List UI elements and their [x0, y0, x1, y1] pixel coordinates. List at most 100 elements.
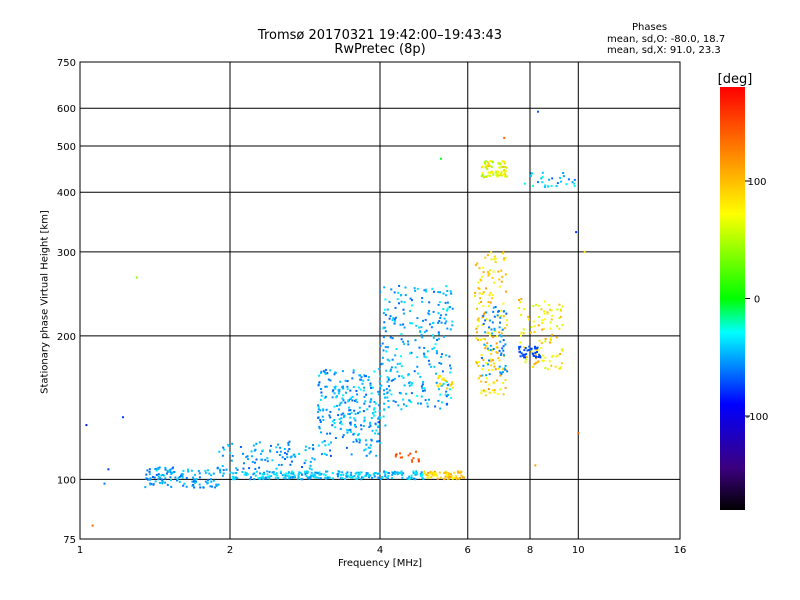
data-point [530, 331, 532, 334]
data-point [482, 364, 485, 367]
data-point [481, 374, 484, 377]
data-point [501, 252, 504, 255]
data-point [388, 317, 391, 320]
data-point [356, 401, 359, 404]
data-point [416, 472, 418, 475]
data-point [204, 469, 207, 472]
data-point [396, 298, 399, 301]
data-point [491, 368, 494, 371]
data-point [530, 172, 533, 175]
data-point [331, 420, 334, 423]
data-point [500, 269, 503, 272]
data-point [541, 322, 544, 324]
data-point [497, 170, 500, 173]
data-point [235, 467, 237, 470]
data-point [324, 395, 327, 398]
data-point [484, 331, 487, 334]
data-point [477, 338, 479, 341]
data-point [575, 231, 578, 234]
data-point [285, 453, 288, 456]
data-point [442, 478, 445, 481]
data-point [475, 337, 478, 340]
data-point [299, 471, 302, 474]
data-point [567, 178, 570, 181]
data-point [495, 342, 498, 345]
data-point [318, 427, 321, 430]
data-point [544, 356, 547, 359]
data-point [394, 455, 397, 458]
data-point [355, 389, 358, 392]
data-point [152, 483, 155, 485]
data-point [368, 426, 371, 428]
data-point [383, 321, 386, 324]
data-point [489, 301, 492, 304]
data-point [476, 362, 478, 365]
data-point [444, 313, 447, 316]
data-point [328, 476, 331, 479]
data-point [453, 477, 456, 480]
data-point [362, 476, 365, 479]
data-point [535, 347, 538, 350]
data-point [369, 399, 372, 402]
data-point [488, 359, 491, 362]
data-point [449, 328, 452, 331]
data-point [487, 171, 490, 174]
data-point [329, 379, 332, 382]
data-point [433, 290, 435, 293]
data-point [446, 290, 449, 292]
data-point [489, 291, 492, 294]
colorbar [720, 87, 745, 510]
data-point [524, 347, 527, 349]
data-point [544, 318, 547, 321]
data-point [573, 178, 576, 181]
data-point [423, 470, 426, 473]
data-point [428, 313, 431, 316]
data-point [376, 440, 379, 443]
data-point [483, 338, 486, 341]
data-point [499, 388, 502, 391]
data-point [247, 458, 249, 461]
data-point [439, 314, 442, 317]
data-point [493, 362, 496, 365]
data-point [428, 477, 431, 479]
data-point [166, 483, 169, 486]
data-point [386, 380, 389, 383]
data-point [377, 421, 380, 424]
data-point [487, 272, 490, 275]
data-point [329, 416, 332, 419]
data-point [289, 463, 292, 466]
data-point [272, 471, 275, 473]
data-point [355, 438, 358, 441]
data-point [281, 456, 284, 459]
data-point [347, 399, 350, 402]
data-point [379, 478, 382, 481]
data-point [499, 321, 501, 324]
data-point [448, 355, 451, 358]
data-point [440, 321, 443, 324]
data-point [417, 402, 419, 405]
data-point [492, 310, 495, 313]
data-point [451, 320, 454, 323]
data-point [107, 468, 110, 471]
data-point [493, 315, 496, 318]
data-point [549, 321, 552, 324]
data-point [337, 470, 340, 473]
data-point [275, 446, 278, 449]
data-point [409, 352, 411, 355]
data-point [343, 415, 346, 418]
data-point [501, 160, 504, 163]
data-point [460, 470, 463, 473]
data-point [342, 412, 345, 415]
data-point [496, 392, 499, 395]
data-point [241, 471, 244, 473]
data-point [352, 440, 355, 443]
data-point [479, 278, 482, 281]
data-point [541, 176, 544, 178]
data-point [496, 314, 499, 317]
data-point [391, 319, 394, 322]
data-point [318, 381, 321, 384]
data-point [444, 471, 447, 474]
plot-frame [79, 61, 681, 540]
data-point [324, 476, 327, 479]
data-point [390, 288, 393, 291]
